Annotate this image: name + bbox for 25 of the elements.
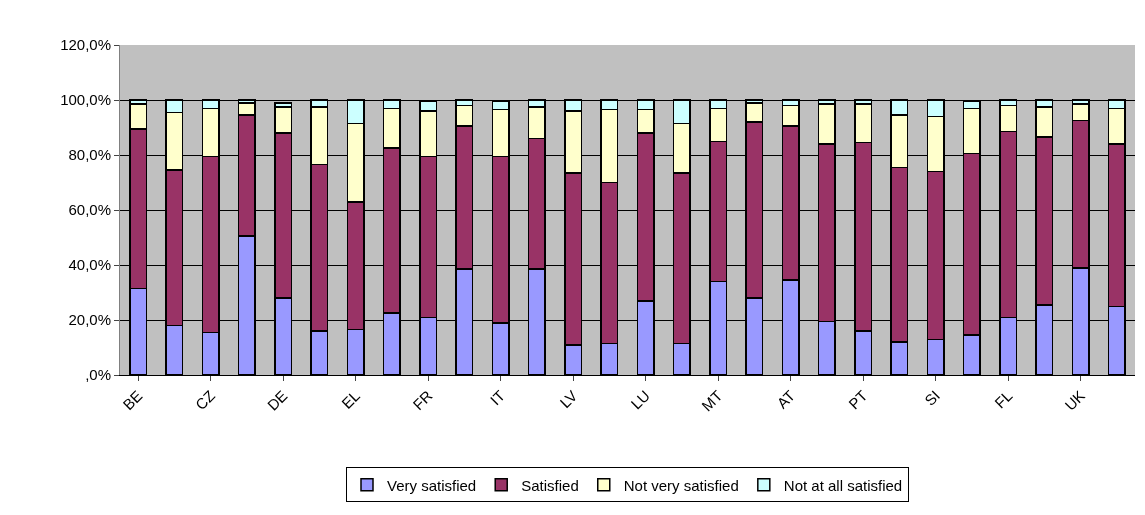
y-tick-label: 60,0% xyxy=(68,201,111,219)
x-tick-label: FL xyxy=(991,386,1016,412)
x-tick-label: DE xyxy=(263,386,291,414)
x-tick-label: PT xyxy=(844,386,871,413)
x-tick-label: BE xyxy=(119,386,146,414)
x-tick-label: LU xyxy=(627,386,654,413)
x-tick-label: LV xyxy=(556,386,581,412)
legend-label: Not at all satisfied xyxy=(783,476,903,494)
x-tick-label: CZ xyxy=(191,386,219,414)
y-tick-label: 20,0% xyxy=(68,311,111,329)
y-tick-label: ,0% xyxy=(85,366,111,384)
legend-label: Satisfied xyxy=(521,476,579,494)
x-tick-label: FR xyxy=(409,386,436,414)
x-tick-label: SI xyxy=(921,386,944,409)
y-tick-label: 120,0% xyxy=(60,36,111,54)
y-tick-label: 100,0% xyxy=(60,91,111,109)
x-tick-label: MT xyxy=(698,386,726,415)
x-tick-label: IT xyxy=(486,386,509,409)
x-tick-label: EL xyxy=(338,386,364,412)
y-tick-label: 80,0% xyxy=(68,146,111,164)
legend-label: Very satisfied xyxy=(387,476,477,494)
legend-label: Not very satisfied xyxy=(623,476,739,494)
y-tick-label: 40,0% xyxy=(68,256,111,274)
x-tick-label: UK xyxy=(1061,386,1089,414)
x-tick-label: AT xyxy=(773,386,799,412)
